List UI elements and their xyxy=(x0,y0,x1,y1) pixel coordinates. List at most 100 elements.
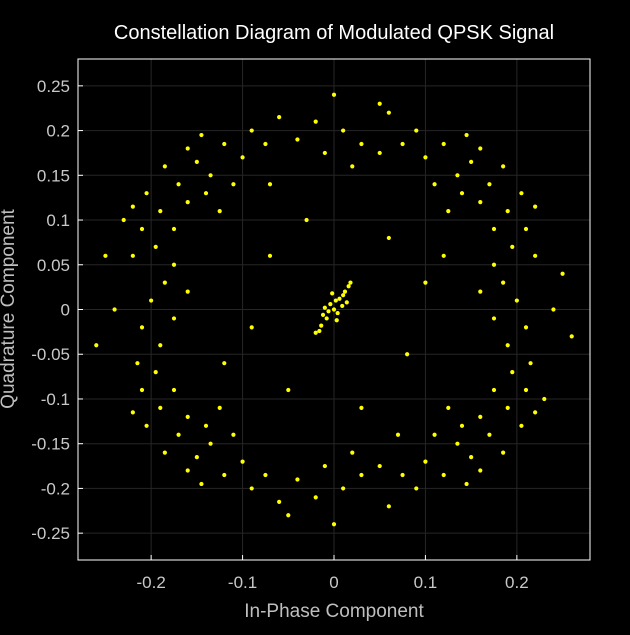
data-point xyxy=(249,486,254,491)
data-point xyxy=(386,504,391,509)
data-point xyxy=(491,262,497,267)
data-point xyxy=(400,472,405,478)
data-point xyxy=(386,235,391,241)
y-axis-ticks: -0.25 -0.2 -0.15 -0.1 -0.05 0 0.05 0.1 0.15 0.2 0.… xyxy=(31,77,83,543)
data-point xyxy=(551,307,556,312)
data-point xyxy=(240,459,245,464)
data-point xyxy=(231,432,236,437)
data-point xyxy=(423,459,428,464)
data-point xyxy=(171,262,177,267)
data-point xyxy=(491,226,497,232)
data-point xyxy=(217,208,222,214)
y-tick-label: 0.1 xyxy=(46,211,70,230)
data-point xyxy=(359,472,364,478)
data-point xyxy=(350,164,355,169)
data-point xyxy=(533,410,538,415)
y-axis-label: Quadrature Component xyxy=(0,208,19,408)
data-point xyxy=(176,182,181,187)
data-point xyxy=(469,455,474,460)
data-point xyxy=(320,312,326,317)
data-point xyxy=(348,280,353,285)
data-point xyxy=(144,423,149,428)
data-point xyxy=(331,522,337,527)
data-point xyxy=(377,150,382,156)
data-point xyxy=(491,316,497,321)
data-point xyxy=(185,200,190,205)
data-point xyxy=(199,481,204,487)
data-point xyxy=(510,244,515,249)
data-point xyxy=(414,486,419,491)
data-point xyxy=(533,253,538,258)
data-point xyxy=(337,296,342,301)
data-point xyxy=(203,191,209,196)
data-point xyxy=(249,128,254,133)
data-point xyxy=(400,141,405,147)
data-point xyxy=(464,132,469,138)
data-point xyxy=(171,316,177,321)
data-point xyxy=(359,405,364,411)
data-point xyxy=(505,208,510,214)
data-point xyxy=(423,155,428,160)
data-point xyxy=(478,146,483,151)
chart-title: Constellation Diagram of Modulated QPSK … xyxy=(114,22,554,44)
data-point xyxy=(542,396,547,402)
data-point xyxy=(231,182,236,187)
data-point xyxy=(478,414,483,419)
data-point xyxy=(319,323,324,328)
data-point xyxy=(162,450,167,455)
data-point xyxy=(455,173,460,178)
data-point xyxy=(359,141,364,147)
data-point xyxy=(185,146,190,151)
data-point xyxy=(217,405,222,411)
data-point xyxy=(249,325,254,330)
data-point xyxy=(414,128,419,133)
data-point xyxy=(340,303,345,309)
data-point xyxy=(523,226,529,232)
data-point xyxy=(313,119,318,124)
data-point xyxy=(505,343,510,348)
data-point xyxy=(144,191,149,196)
data-point xyxy=(203,423,209,428)
y-tick-label: -0.15 xyxy=(31,435,70,454)
x-axis-label: In-Phase Component xyxy=(244,601,424,622)
data-point xyxy=(328,302,333,307)
data-point xyxy=(519,191,524,196)
data-point xyxy=(286,513,291,518)
data-point xyxy=(533,204,538,209)
data-point xyxy=(194,455,199,460)
data-point xyxy=(153,244,158,249)
data-point xyxy=(222,141,227,147)
data-point xyxy=(158,208,163,214)
data-point xyxy=(130,410,135,415)
y-tick-label: -0.25 xyxy=(31,524,70,543)
data-point xyxy=(121,217,126,223)
data-point xyxy=(423,280,428,285)
data-point xyxy=(441,253,446,258)
data-point xyxy=(469,159,474,164)
data-point xyxy=(185,289,190,294)
data-point xyxy=(185,468,190,473)
x-tick-label: 0.1 xyxy=(414,573,438,592)
data-point xyxy=(153,370,158,375)
y-tick-label: 0.15 xyxy=(37,166,70,185)
data-point xyxy=(130,253,135,258)
data-point xyxy=(344,300,349,305)
y-tick-label: 0.05 xyxy=(37,256,70,275)
data-point xyxy=(446,208,451,214)
data-point xyxy=(112,307,117,312)
data-point xyxy=(523,325,529,330)
data-point xyxy=(405,352,410,357)
data-point xyxy=(342,289,348,294)
data-point xyxy=(304,217,309,223)
data-point xyxy=(487,432,492,437)
data-point xyxy=(103,253,108,258)
y-tick-label: -0.05 xyxy=(31,345,70,364)
data-point xyxy=(510,370,515,375)
data-point xyxy=(171,387,177,393)
data-point xyxy=(334,318,339,323)
data-point xyxy=(346,284,351,289)
data-point xyxy=(432,182,437,187)
data-point xyxy=(322,305,327,310)
data-point xyxy=(313,330,318,335)
data-point xyxy=(267,253,273,258)
